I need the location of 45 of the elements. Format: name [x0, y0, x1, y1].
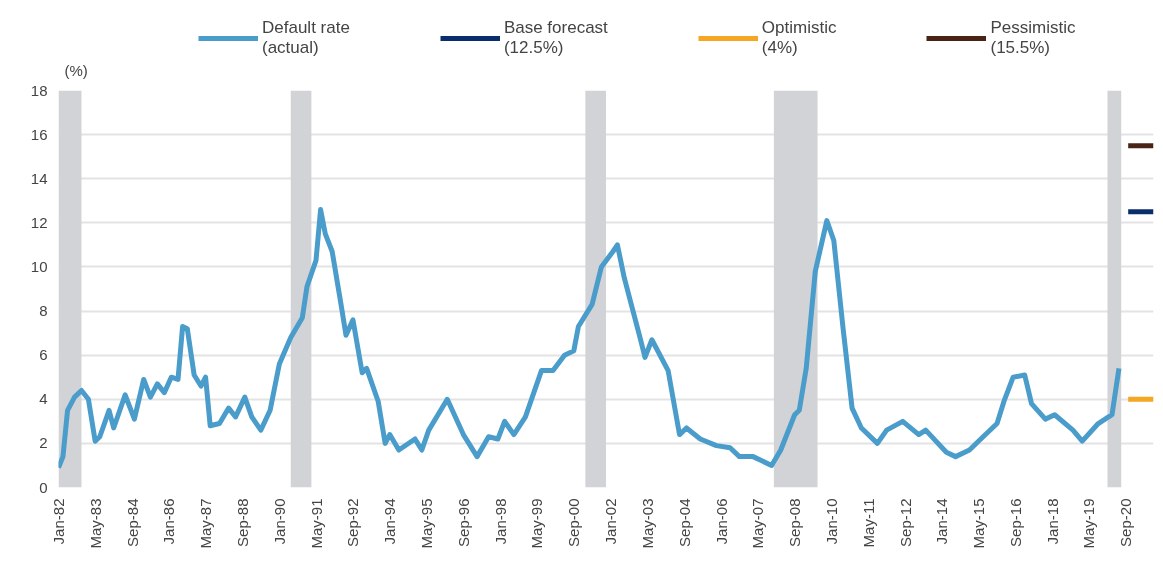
y-tick-label: 14	[30, 169, 48, 187]
x-tick-label: May-83	[86, 498, 104, 549]
x-tick-label: Sep-92	[344, 498, 362, 547]
legend-label: Base forecast (12.5%)	[503, 18, 608, 58]
x-tick-label: Jan-86	[160, 498, 178, 545]
x-tick-label: Sep-08	[786, 498, 804, 547]
x-tick-label: May-07	[749, 498, 767, 549]
x-tick-label: Sep-88	[234, 498, 252, 547]
x-tick-label: May-19	[1080, 498, 1098, 549]
y-axis-title: (%)	[64, 61, 88, 79]
x-tick-label: Sep-04	[675, 498, 693, 547]
x-tick-label: May-15	[970, 498, 988, 549]
y-tick-label: 12	[30, 213, 48, 231]
x-tick-label: Jan-18	[1043, 498, 1061, 545]
legend-label: Default rate (actual)	[262, 18, 350, 58]
x-tick-label: Sep-84	[123, 498, 141, 547]
x-tick-label: Jan-06	[712, 498, 730, 545]
y-tick-label: 10	[30, 257, 48, 275]
y-tick-label: 4	[39, 390, 48, 408]
x-tick-label: Jan-98	[491, 498, 509, 545]
x-tick-label: Sep-96	[454, 498, 472, 547]
x-tick-label: May-99	[528, 498, 546, 549]
y-tick-label: 8	[39, 302, 48, 320]
y-tick-label: 16	[30, 125, 48, 143]
x-tick-label: Sep-00	[565, 498, 583, 547]
legend-label: Pessimistic (15.5%)	[990, 18, 1076, 58]
y-tick-label: 18	[30, 81, 48, 99]
x-tick-label: Jan-82	[50, 498, 67, 545]
x-tick-label: Jan-90	[270, 498, 288, 545]
x-tick-label: Sep-20	[1117, 498, 1135, 547]
x-tick-label: Jan-10	[822, 498, 840, 545]
x-tick-label: Sep-16	[1006, 498, 1024, 547]
x-tick-label: May-91	[307, 498, 325, 549]
x-tick-label: Jan-94	[381, 498, 399, 545]
y-tick-label: 0	[39, 478, 48, 496]
y-tick-label: 2	[39, 434, 48, 452]
x-tick-label: May-95	[417, 498, 435, 549]
x-tick-label: Jan-14	[933, 498, 951, 545]
x-tick-label: Jan-02	[602, 498, 620, 545]
legend-label: Optimistic (4%)	[761, 18, 837, 58]
y-tick-label: 6	[39, 346, 48, 364]
x-tick-label: May-87	[197, 498, 215, 549]
x-tick-label: May-11	[859, 498, 877, 548]
x-tick-label: Sep-12	[896, 498, 914, 547]
x-tick-label: May-03	[638, 498, 656, 549]
